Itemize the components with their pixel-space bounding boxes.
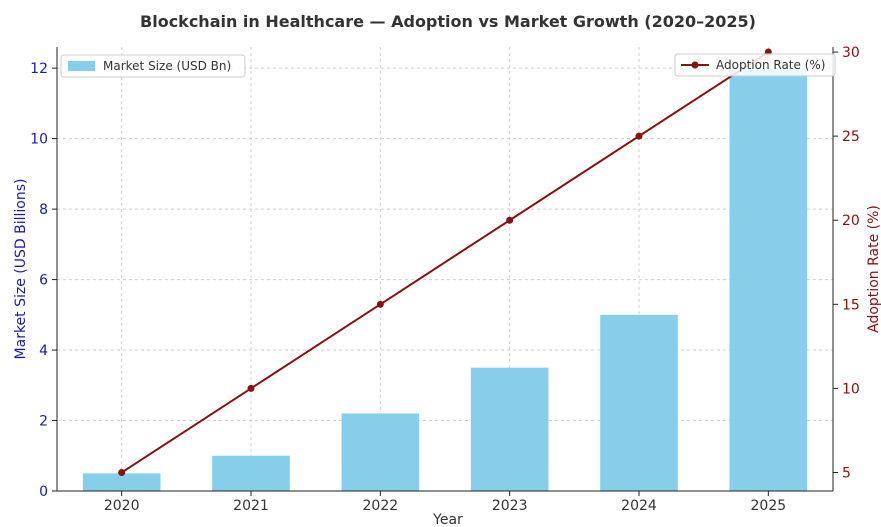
bar-2020 [82, 473, 161, 491]
y-right-tick-label: 25 [842, 129, 860, 145]
grid [57, 47, 833, 492]
y-left-tick-label: 4 [39, 343, 48, 359]
line-point-2021 [247, 384, 255, 392]
legend-line-box [674, 53, 836, 77]
y-axis-right-label: Adoption Rate (%) [866, 205, 881, 333]
y-left-tick-label: 10 [30, 132, 48, 148]
y-right-tick-label: 15 [842, 297, 860, 313]
legend-bar-box [60, 54, 246, 78]
axes: 2020 2021 2022 2023 2024 20250246810125101520… [30, 45, 860, 514]
chart-title: Blockchain in Healthcare — Adoption vs M… [140, 12, 756, 31]
x-tick-label: 2022 [363, 498, 399, 514]
y-right-tick-label: 20 [842, 213, 860, 229]
y-right-tick-label: 30 [842, 45, 860, 61]
x-tick-label: 2020 [104, 498, 140, 514]
x-tick-label: 2023 [492, 498, 528, 514]
bar-2022 [341, 413, 420, 491]
x-tick-label: 2024 [621, 498, 657, 514]
legend-bar-swatch [68, 61, 95, 71]
bar-2025 [729, 68, 808, 492]
line-point-2022 [376, 300, 384, 308]
line-series [118, 48, 772, 476]
legend-line: Adoption Rate (%) [674, 53, 836, 77]
x-tick-label: 2021 [233, 498, 269, 514]
x-axis-label: Year [432, 512, 463, 527]
legend-bar-label: Market Size (USD Bn) [103, 59, 231, 73]
y-left-tick-label: 8 [39, 202, 48, 218]
y-left-tick-label: 12 [30, 61, 48, 77]
bar-2024 [600, 314, 678, 491]
bar-2023 [470, 367, 549, 491]
y-left-tick-label: 0 [39, 484, 48, 500]
legend-bar: Market Size (USD Bn) [60, 54, 246, 78]
line-point-2023 [506, 216, 514, 224]
adoption-line [121, 51, 769, 474]
legend-line-label: Adoption Rate (%) [716, 58, 825, 72]
y-left-tick-label: 2 [39, 414, 48, 430]
legend-line-marker [691, 61, 699, 69]
y-axis-left-label: Market Size (USD Billions) [13, 179, 29, 360]
y-right-tick-label: 5 [842, 466, 851, 482]
bar-2021 [212, 455, 290, 491]
y-right-tick-label: 10 [842, 381, 860, 397]
line-point-2024 [635, 132, 643, 140]
line-point-2020 [118, 469, 126, 476]
bars [82, 68, 808, 492]
y-left-tick-label: 6 [39, 273, 48, 289]
x-tick-label: 2025 [751, 498, 787, 514]
